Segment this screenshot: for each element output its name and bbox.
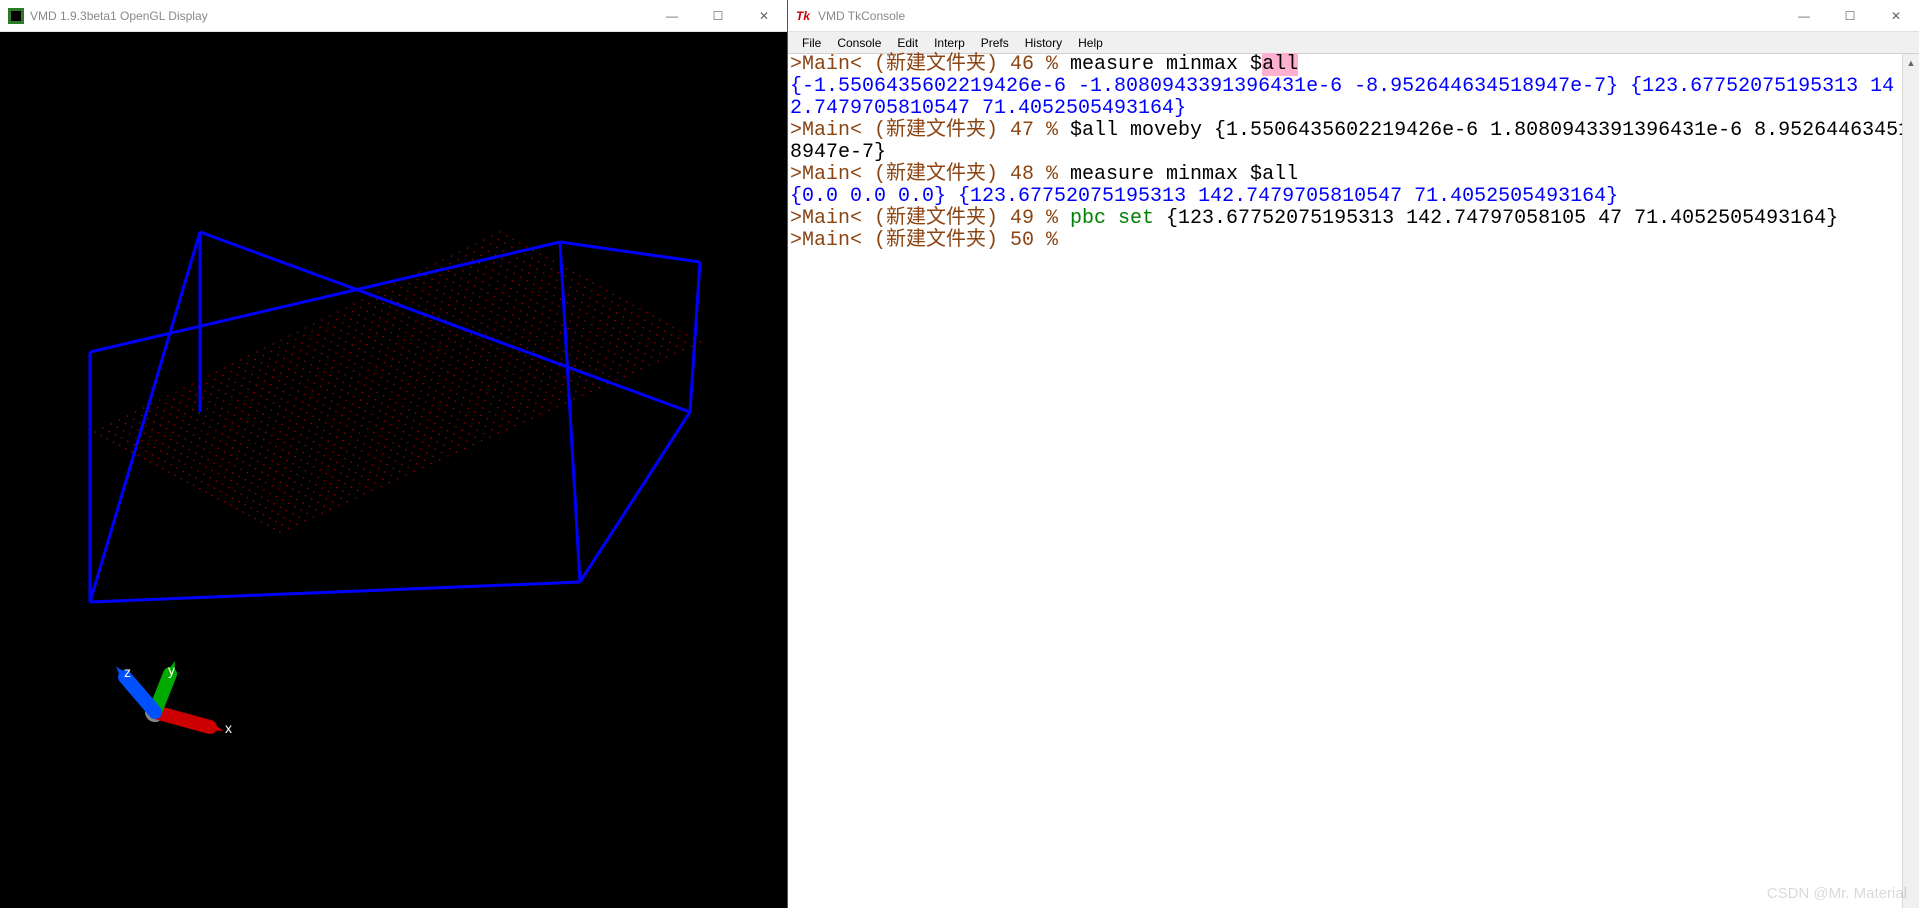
tk-app-icon: Tk bbox=[796, 8, 812, 24]
menu-interp[interactable]: Interp bbox=[926, 34, 973, 52]
axis-z-label: z bbox=[124, 664, 131, 680]
close-button[interactable]: ✕ bbox=[741, 0, 787, 31]
opengl-title: VMD 1.9.3beta1 OpenGL Display bbox=[30, 9, 649, 23]
close-button[interactable]: ✕ bbox=[1873, 0, 1919, 31]
menu-console[interactable]: Console bbox=[829, 34, 889, 52]
maximize-button[interactable]: ☐ bbox=[1827, 0, 1873, 31]
vertical-scrollbar[interactable]: ▲ bbox=[1902, 54, 1919, 908]
tkconsole-titlebar[interactable]: Tk VMD TkConsole — ☐ ✕ bbox=[788, 0, 1919, 32]
opengl-window-controls: — ☐ ✕ bbox=[649, 0, 787, 31]
opengl-titlebar[interactable]: VMD 1.9.3beta1 OpenGL Display — ☐ ✕ bbox=[0, 0, 787, 32]
menu-file[interactable]: File bbox=[794, 34, 829, 52]
watermark-text: CSDN @Mr. Material bbox=[1767, 885, 1907, 902]
minimize-button[interactable]: — bbox=[649, 0, 695, 31]
vmd-app-icon bbox=[8, 8, 24, 24]
menu-edit[interactable]: Edit bbox=[889, 34, 926, 52]
tkconsole-window-controls: — ☐ ✕ bbox=[1781, 0, 1919, 31]
tkconsole-menubar: FileConsoleEditInterpPrefsHistoryHelp bbox=[788, 32, 1919, 54]
minimize-button[interactable]: — bbox=[1781, 0, 1827, 31]
opengl-display-window: VMD 1.9.3beta1 OpenGL Display — ☐ ✕ x y … bbox=[0, 0, 788, 908]
tkconsole-title: VMD TkConsole bbox=[818, 9, 1781, 23]
axis-x-label: x bbox=[225, 720, 232, 736]
opengl-viewport[interactable]: x y z bbox=[0, 32, 787, 908]
scroll-up-icon[interactable]: ▲ bbox=[1903, 54, 1919, 71]
svg-text:Tk: Tk bbox=[796, 9, 811, 23]
axis-y-label: y bbox=[168, 662, 175, 678]
menu-prefs[interactable]: Prefs bbox=[973, 34, 1017, 52]
maximize-button[interactable]: ☐ bbox=[695, 0, 741, 31]
tkconsole-window: Tk VMD TkConsole — ☐ ✕ FileConsoleEditIn… bbox=[788, 0, 1919, 908]
tkconsole-output[interactable]: >Main< (新建文件夹) 46 % measure minmax $all … bbox=[788, 54, 1919, 908]
menu-history[interactable]: History bbox=[1017, 34, 1070, 52]
menu-help[interactable]: Help bbox=[1070, 34, 1111, 52]
